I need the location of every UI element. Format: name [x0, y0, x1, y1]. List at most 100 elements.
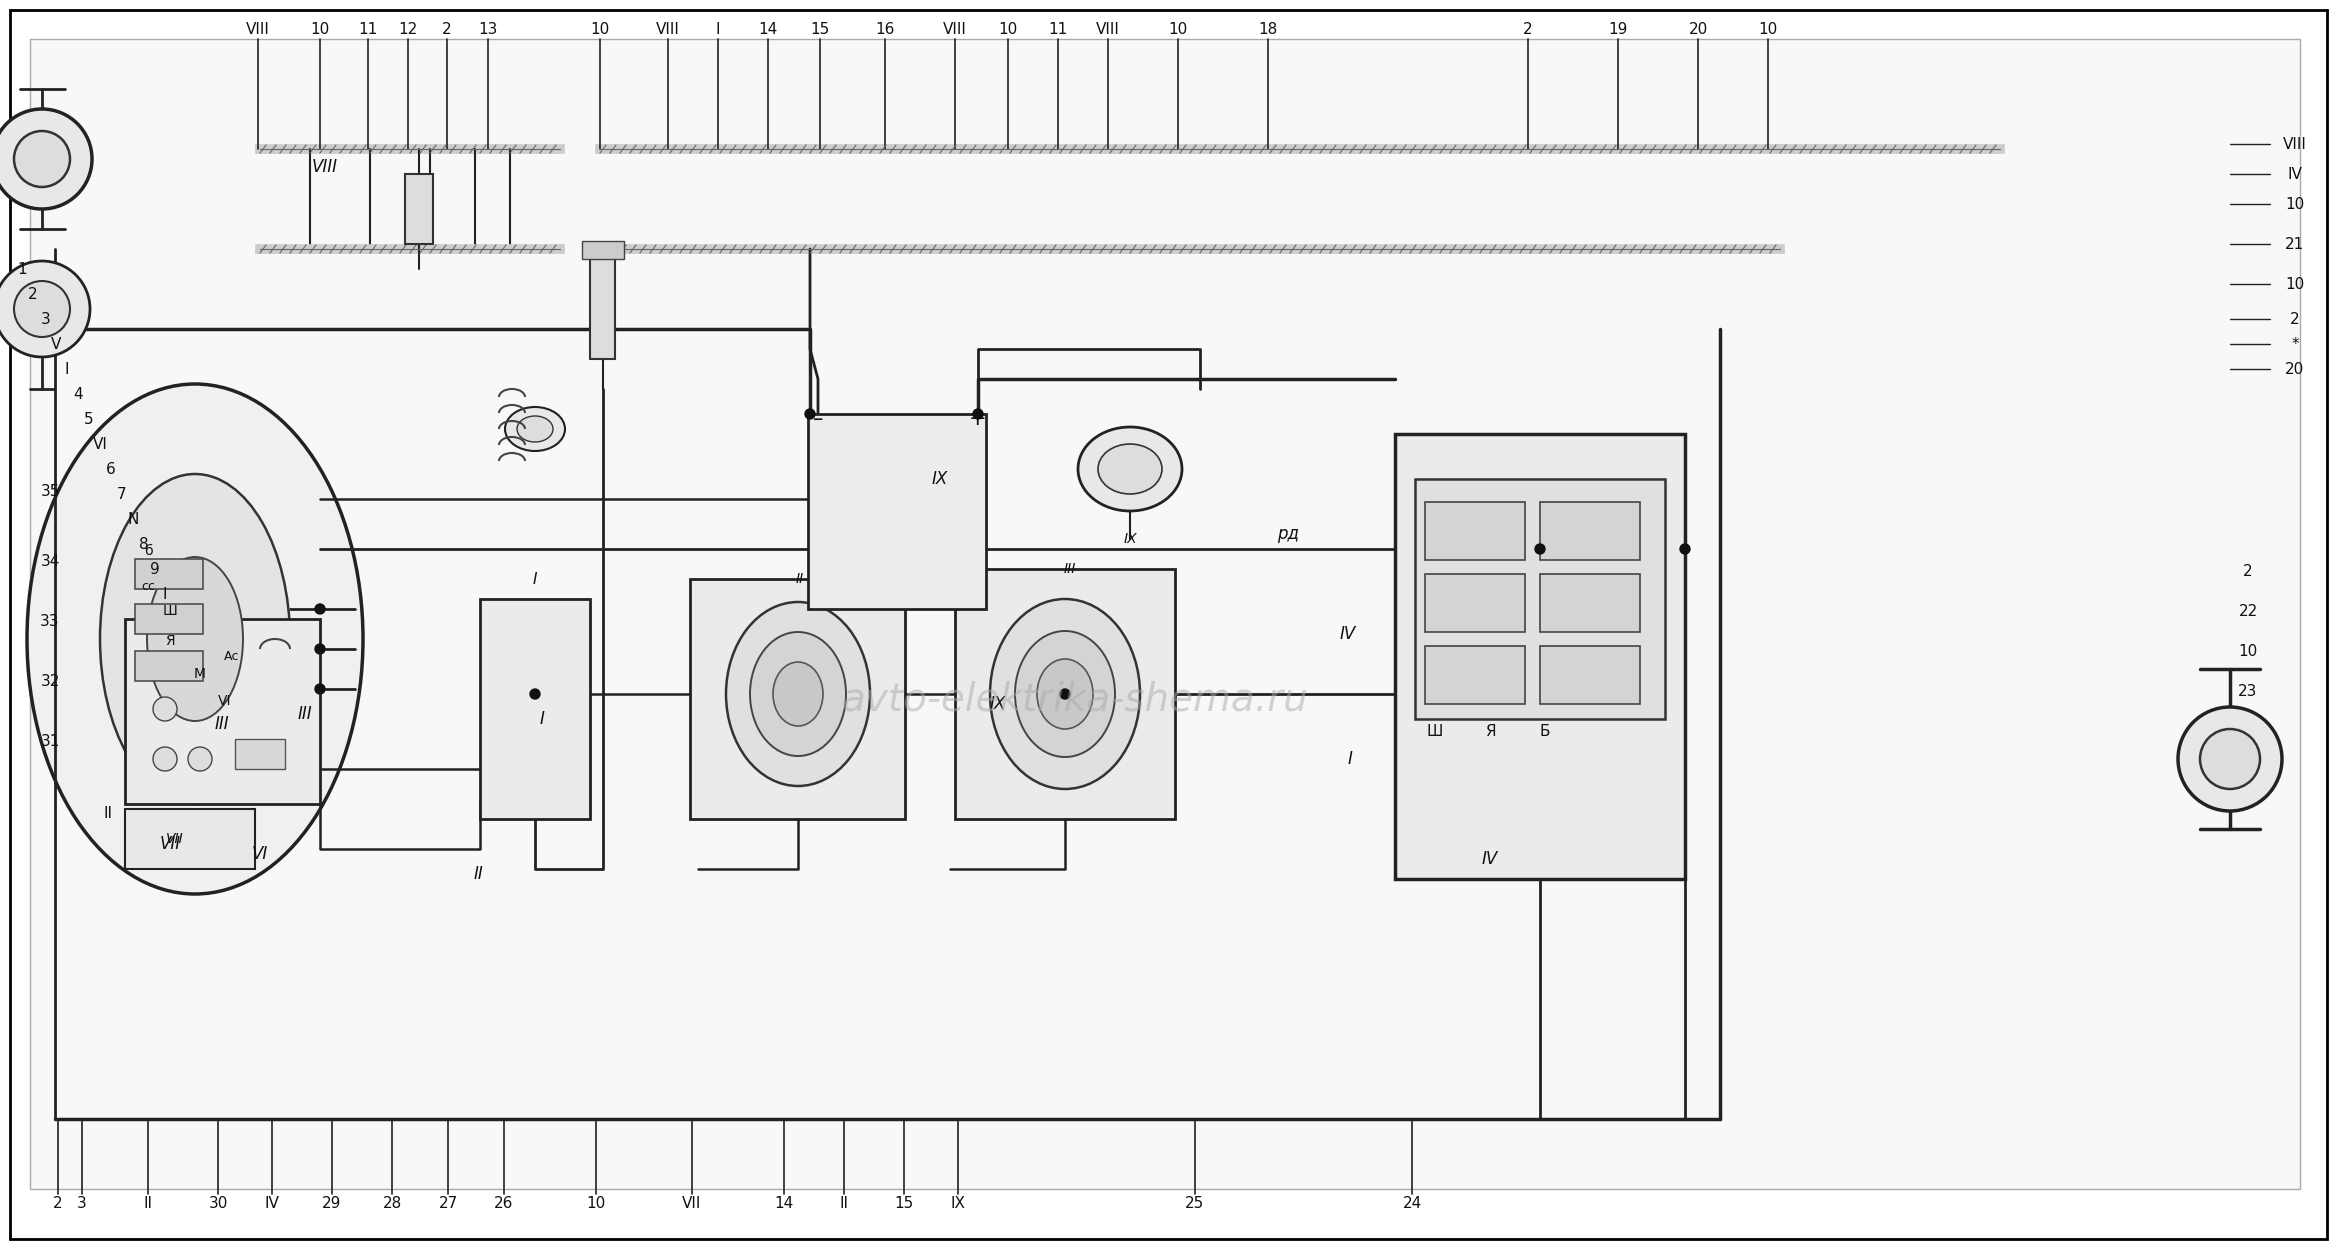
Text: II: II [143, 1197, 152, 1212]
Ellipse shape [1098, 443, 1161, 495]
Text: 16: 16 [876, 21, 895, 36]
Text: 10: 10 [311, 21, 330, 36]
Text: 10: 10 [591, 21, 610, 36]
Text: 25: 25 [1185, 1197, 1204, 1212]
Ellipse shape [505, 407, 566, 451]
Text: VI: VI [93, 436, 108, 451]
Text: 32: 32 [40, 673, 61, 688]
Ellipse shape [147, 557, 243, 721]
Text: VIII: VIII [944, 21, 968, 36]
Text: III: III [1063, 562, 1075, 576]
Text: 2: 2 [2290, 311, 2300, 326]
Circle shape [152, 747, 178, 771]
Text: 14: 14 [760, 21, 778, 36]
Ellipse shape [100, 475, 290, 804]
Text: 10: 10 [2239, 643, 2258, 658]
Ellipse shape [774, 662, 823, 726]
Text: 11: 11 [1049, 21, 1068, 36]
Circle shape [972, 408, 984, 418]
Text: 20: 20 [1687, 21, 1708, 36]
Text: +: + [970, 408, 986, 428]
Text: 33: 33 [40, 613, 61, 628]
Bar [1540, 575, 1641, 632]
Text: IX: IX [951, 1197, 965, 1212]
Text: 27: 27 [439, 1197, 458, 1212]
Text: 10: 10 [1168, 21, 1187, 36]
Text: VIII: VIII [313, 159, 339, 176]
Circle shape [14, 131, 70, 187]
Text: 11: 11 [358, 21, 379, 36]
Text: VII: VII [166, 832, 185, 846]
Text: VIII: VIII [2283, 136, 2307, 151]
Bar [136, 560, 203, 590]
Text: 9: 9 [150, 562, 159, 577]
Text: VI: VI [252, 846, 269, 863]
Circle shape [1061, 689, 1070, 699]
Text: 22: 22 [2239, 603, 2258, 618]
Text: III: III [215, 714, 229, 733]
Text: 6: 6 [105, 461, 117, 477]
Ellipse shape [1077, 427, 1183, 511]
Text: IX: IX [991, 694, 1007, 713]
Circle shape [0, 109, 91, 209]
Text: 20: 20 [2286, 361, 2304, 376]
Circle shape [187, 747, 213, 771]
Bar [404, 174, 432, 244]
Bar [689, 580, 904, 819]
Text: 2: 2 [2244, 563, 2253, 578]
Text: рд: рд [1276, 525, 1299, 543]
Ellipse shape [1038, 659, 1094, 729]
Ellipse shape [28, 383, 362, 894]
Text: II: II [472, 866, 484, 883]
Ellipse shape [516, 416, 554, 442]
Text: cc: cc [140, 580, 154, 592]
Text: 10: 10 [2286, 276, 2304, 291]
Ellipse shape [991, 600, 1140, 789]
Ellipse shape [727, 602, 869, 786]
Text: 10: 10 [998, 21, 1017, 36]
Text: 13: 13 [479, 21, 498, 36]
Text: 10: 10 [1757, 21, 1778, 36]
Text: I: I [1348, 749, 1353, 768]
Bar [1426, 575, 1526, 632]
Text: 2: 2 [54, 1197, 63, 1212]
Text: б: б [143, 545, 152, 558]
Bar [809, 413, 986, 610]
Text: 5: 5 [84, 411, 93, 426]
Text: VII: VII [682, 1197, 701, 1212]
Text: Ш: Ш [1428, 723, 1444, 738]
Text: II: II [839, 1197, 848, 1212]
Text: 35: 35 [40, 483, 61, 498]
Text: М: М [194, 667, 206, 681]
Text: 7: 7 [117, 487, 126, 502]
Text: –: – [813, 408, 823, 428]
Circle shape [804, 408, 816, 418]
Circle shape [1680, 545, 1690, 555]
Bar [1426, 502, 1526, 560]
Bar [589, 259, 615, 358]
Text: N: N [126, 512, 138, 527]
Text: 12: 12 [397, 21, 418, 36]
Text: avto-elektrika-shema.ru: avto-elektrika-shema.ru [841, 681, 1309, 718]
Text: 30: 30 [208, 1197, 227, 1212]
Text: Я: Я [166, 634, 175, 648]
Text: IV: IV [1482, 851, 1498, 868]
Text: 29: 29 [323, 1197, 341, 1212]
Text: IX: IX [932, 470, 949, 488]
Text: Ас: Ас [224, 649, 241, 662]
Text: 3: 3 [77, 1197, 86, 1212]
Circle shape [1535, 545, 1545, 555]
Circle shape [14, 281, 70, 337]
Text: II: II [797, 572, 804, 586]
Circle shape [2199, 729, 2260, 789]
Bar [582, 241, 624, 259]
Text: 31: 31 [40, 733, 61, 748]
Circle shape [0, 261, 91, 357]
Text: IX: IX [1124, 532, 1136, 546]
Text: Б: Б [1540, 723, 1549, 738]
Text: 4: 4 [72, 386, 82, 401]
Text: 21: 21 [2286, 236, 2304, 251]
Text: 3: 3 [42, 311, 51, 326]
Text: 2: 2 [1524, 21, 1533, 36]
Text: 15: 15 [895, 1197, 914, 1212]
